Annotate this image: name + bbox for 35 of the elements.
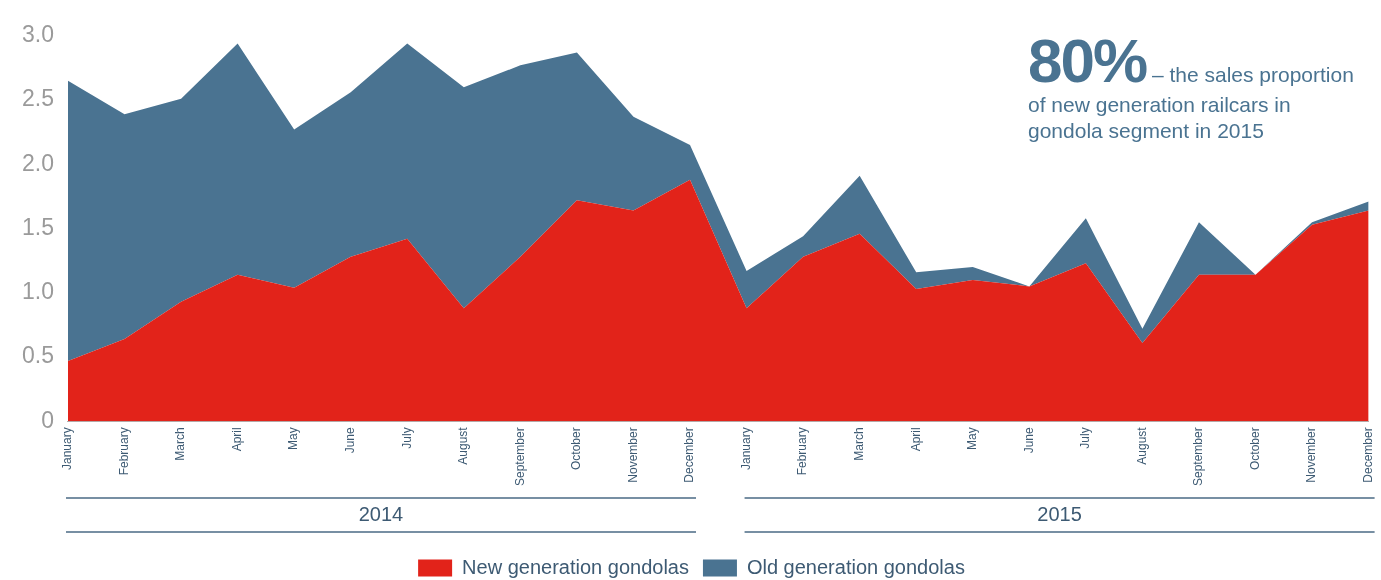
x-tick-label: January <box>60 427 75 470</box>
y-tick-label: 0.5 <box>21 342 54 369</box>
y-tick-label: 1.0 <box>21 278 54 305</box>
x-tick-label: May <box>286 427 301 450</box>
y-tick-label: 0 <box>41 406 54 433</box>
x-tick-label: October <box>1247 427 1262 470</box>
y-tick-label: 2.0 <box>21 149 54 176</box>
x-tick-label: August <box>456 426 471 465</box>
x-tick-label: July <box>1078 427 1093 449</box>
legend-label: New generation gondolas <box>462 555 689 578</box>
x-tick-label: July <box>399 427 414 449</box>
x-tick-label: September <box>512 427 527 486</box>
x-tick-label: December <box>682 427 697 483</box>
x-tick-label: October <box>569 427 584 470</box>
x-tick-label: April <box>229 427 244 452</box>
x-tick-label: November <box>625 427 640 483</box>
x-tick-label: June <box>343 426 358 454</box>
legend-label: Old generation gondolas <box>746 555 965 578</box>
x-tick-label: January <box>738 427 753 470</box>
text: 2015 <box>1037 502 1082 525</box>
x-tick-label: May <box>965 427 980 450</box>
x-tick-label: August <box>1134 426 1149 465</box>
text: 2014 <box>358 502 404 525</box>
x-tick-label: February <box>795 427 810 476</box>
x-tick-label: November <box>1304 427 1319 483</box>
x-tick-label: September <box>1191 427 1206 486</box>
x-tick-label: March <box>173 427 188 461</box>
x-tick-label: March <box>851 427 866 461</box>
y-tick-label: 1.5 <box>21 213 54 240</box>
y-tick-label: 3.0 <box>21 21 54 48</box>
x-tick-label: April <box>908 427 923 452</box>
x-tick-label: December <box>1360 427 1375 483</box>
y-tick-label: 2.5 <box>21 85 54 112</box>
x-tick-label: June <box>1021 426 1036 454</box>
x-tick-label: February <box>116 427 131 476</box>
